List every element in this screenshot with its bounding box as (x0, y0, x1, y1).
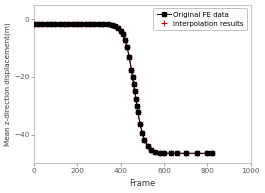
Line: Original FE data: Original FE data (32, 21, 214, 155)
Interpolation results (131, 76, 134, 78)
Interpolation results (110, 24, 113, 26)
Interpolation results (135, 105, 138, 107)
Interpolation results (136, 111, 140, 113)
Original FE data (50, 22, 53, 25)
Original FE data (158, 152, 161, 154)
Interpolation results (41, 22, 44, 25)
Interpolation results (93, 22, 96, 25)
Interpolation results (97, 23, 100, 25)
Interpolation results (134, 97, 137, 100)
Original FE data (36, 22, 39, 25)
Original FE data (41, 22, 44, 25)
Interpolation results (133, 90, 136, 93)
Original FE data (71, 22, 74, 25)
Line: Interpolation results: Interpolation results (31, 21, 215, 156)
Original FE data (45, 22, 48, 25)
Original FE data (76, 22, 79, 25)
Interpolation results (121, 33, 124, 36)
Original FE data (32, 22, 35, 25)
Interpolation results (126, 46, 129, 48)
Original FE data (67, 22, 70, 25)
Interpolation results (101, 23, 105, 25)
Interpolation results (106, 23, 109, 25)
Interpolation results (80, 22, 83, 25)
Original FE data (135, 105, 138, 107)
Interpolation results (169, 152, 172, 154)
Interpolation results (195, 152, 198, 154)
Interpolation results (63, 22, 66, 25)
Original FE data (117, 27, 120, 29)
X-axis label: Frame: Frame (129, 179, 155, 188)
Original FE data (123, 39, 126, 41)
Interpolation results (175, 152, 179, 154)
Original FE data (169, 152, 172, 154)
Interpolation results (123, 39, 126, 41)
Original FE data (80, 22, 83, 25)
Interpolation results (54, 22, 57, 25)
Interpolation results (162, 152, 166, 154)
Original FE data (195, 152, 198, 154)
Interpolation results (50, 22, 53, 25)
Interpolation results (36, 22, 39, 25)
Interpolation results (119, 30, 122, 32)
Interpolation results (84, 22, 87, 25)
Interpolation results (71, 22, 74, 25)
Original FE data (206, 152, 209, 154)
Interpolation results (158, 152, 161, 154)
Interpolation results (210, 152, 213, 154)
Legend: Original FE data, Interpolation results: Original FE data, Interpolation results (153, 8, 248, 30)
Original FE data (154, 151, 157, 153)
Interpolation results (117, 27, 120, 29)
Original FE data (58, 22, 61, 25)
Interpolation results (132, 83, 135, 85)
Interpolation results (128, 56, 131, 58)
Original FE data (110, 24, 113, 26)
Original FE data (113, 25, 117, 27)
Interpolation results (67, 22, 70, 25)
Original FE data (132, 83, 135, 85)
Original FE data (126, 46, 129, 48)
Original FE data (175, 152, 179, 154)
Original FE data (136, 111, 140, 113)
Interpolation results (32, 22, 35, 25)
Original FE data (119, 30, 122, 32)
Original FE data (121, 33, 124, 36)
Original FE data (101, 23, 105, 25)
Original FE data (210, 152, 213, 154)
Original FE data (131, 76, 134, 78)
Interpolation results (130, 69, 133, 71)
Original FE data (134, 97, 137, 100)
Y-axis label: Mean z-direction displacement(m): Mean z-direction displacement(m) (5, 22, 11, 146)
Original FE data (162, 152, 166, 154)
Interpolation results (184, 152, 187, 154)
Original FE data (149, 148, 153, 151)
Original FE data (89, 22, 92, 25)
Original FE data (128, 56, 131, 58)
Original FE data (97, 23, 100, 25)
Original FE data (141, 132, 144, 134)
Original FE data (130, 69, 133, 71)
Interpolation results (45, 22, 48, 25)
Interpolation results (89, 22, 92, 25)
Interpolation results (113, 25, 117, 27)
Interpolation results (206, 152, 209, 154)
Interpolation results (58, 22, 61, 25)
Interpolation results (149, 148, 153, 151)
Original FE data (106, 23, 109, 25)
Interpolation results (76, 22, 79, 25)
Interpolation results (141, 132, 144, 134)
Original FE data (84, 22, 87, 25)
Original FE data (54, 22, 57, 25)
Original FE data (184, 152, 187, 154)
Original FE data (139, 123, 142, 125)
Original FE data (146, 145, 149, 147)
Original FE data (93, 22, 96, 25)
Original FE data (133, 90, 136, 93)
Original FE data (63, 22, 66, 25)
Original FE data (143, 138, 146, 141)
Interpolation results (146, 145, 149, 147)
Interpolation results (143, 138, 146, 141)
Interpolation results (139, 123, 142, 125)
Interpolation results (154, 151, 157, 153)
